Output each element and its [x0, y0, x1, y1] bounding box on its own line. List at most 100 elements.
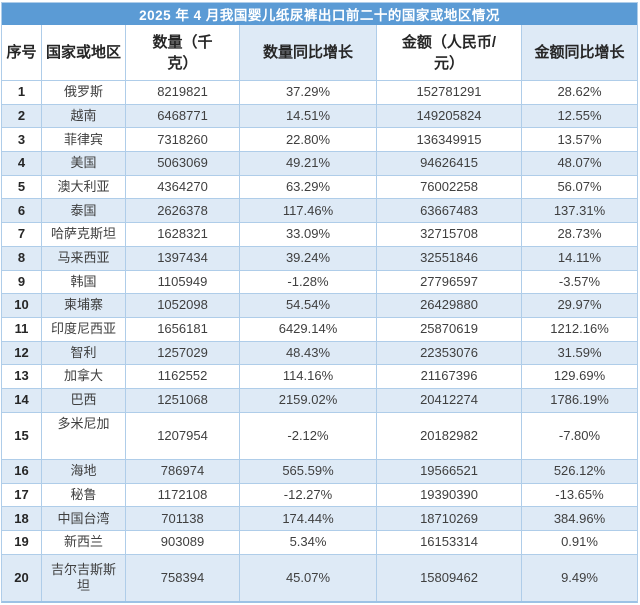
quantity-kg-cell: 1251068: [125, 388, 239, 412]
amount-cny-cell: 20182982: [376, 412, 521, 460]
country-cell: 哈萨克斯坦: [41, 223, 125, 246]
quantity-kg-cell: 2626378: [125, 199, 239, 223]
amount-cny-cell: 32551846: [376, 246, 521, 270]
rank-cell: 8: [17, 250, 26, 266]
quantity-kg-cell: 701138: [125, 507, 239, 531]
amount-cny-cell: 15809462: [376, 554, 521, 602]
amount-yoy-cell: 28.62%: [521, 81, 637, 104]
amount-cny-cell: 19390390: [376, 483, 521, 507]
country-cell: 中国台湾: [41, 507, 125, 531]
country-cell: 柬埔寨: [41, 294, 125, 317]
quantity-yoy-cell: 45.07%: [239, 554, 376, 602]
country-cell: 巴西: [41, 388, 125, 412]
quantity-kg-cell: 6468771: [125, 104, 239, 128]
country-cell: 印度尼西亚: [41, 317, 125, 341]
amount-cny-cell: 136349915: [376, 128, 521, 152]
amount-yoy-cell: -3.57%: [521, 270, 637, 294]
rank-cell: 14: [14, 392, 29, 408]
country-cell: 泰国: [41, 199, 125, 223]
table-row: 6 泰国 2626378 117.46% 63667483 137.31%: [2, 198, 637, 223]
amount-yoy-cell: 48.07%: [521, 152, 637, 175]
quantity-kg-cell: 5063069: [125, 152, 239, 175]
table-row: 13 加拿大 1162552 114.16% 21167396 129.69%: [2, 364, 637, 388]
quantity-kg-cell: 1172108: [125, 483, 239, 507]
table-row: 16 海地 786974 565.59% 19566521 526.12%: [2, 459, 637, 483]
country-cell: 越南: [41, 104, 125, 128]
table-row: 20 吉尔吉斯斯坦 758394 45.07% 15809462 9.49%: [2, 553, 637, 602]
table-row: 19 新西兰 903089 5.34% 16153314 0.91%: [2, 530, 637, 554]
amount-yoy-cell: 137.31%: [521, 199, 637, 223]
col-header-amount-growth-label: 金额同比增长: [534, 44, 625, 61]
amount-yoy-cell: 28.73%: [521, 223, 637, 246]
col-header-quantity-growth-label: 数量同比增长: [262, 44, 353, 61]
quantity-kg-cell: 786974: [125, 460, 239, 483]
amount-yoy-cell: 129.69%: [521, 365, 637, 388]
quantity-kg-cell: 1656181: [125, 317, 239, 341]
table-body: 1 俄罗斯 8219821 37.29% 152781291 28.62% 2 越南 64687…: [2, 80, 637, 602]
col-header-amount: 金额（人民币/元）: [376, 25, 521, 80]
country-cell: 俄罗斯: [41, 81, 125, 104]
rank-cell: 2: [17, 107, 26, 123]
quantity-yoy-cell: 49.21%: [239, 152, 376, 175]
table-row: 5 澳大利亚 4364270 63.29% 76002258 56.07%: [2, 174, 637, 199]
rank-cell: 15: [14, 427, 29, 443]
quantity-kg-cell: 7318260: [125, 128, 239, 152]
col-header-country-label: 国家或地区: [45, 44, 121, 61]
quantity-yoy-cell: 54.54%: [239, 294, 376, 317]
quantity-yoy-cell: 114.16%: [239, 365, 376, 388]
country-cell: 韩国: [41, 270, 125, 294]
quantity-kg-cell: 1052098: [125, 294, 239, 317]
quantity-yoy-cell: 2159.02%: [239, 388, 376, 412]
amount-yoy-cell: 31.59%: [521, 341, 637, 365]
country-cell: 吉尔吉斯斯坦: [41, 554, 125, 602]
quantity-yoy-cell: -1.28%: [239, 270, 376, 294]
quantity-yoy-cell: 48.43%: [239, 341, 376, 365]
amount-cny-cell: 22353076: [376, 341, 521, 365]
rank-cell: 1: [17, 84, 26, 100]
rank-cell: 10: [14, 297, 29, 313]
quantity-yoy-cell: 33.09%: [239, 223, 376, 246]
quantity-yoy-cell: -2.12%: [239, 412, 376, 460]
table-row: 2 越南 6468771 14.51% 149205824 12.55%: [2, 103, 637, 128]
table-row: 4 美国 5063069 49.21% 94626415 48.07%: [2, 151, 637, 175]
quantity-kg-cell: 1628321: [125, 223, 239, 246]
quantity-yoy-cell: 117.46%: [239, 199, 376, 223]
quantity-yoy-cell: 565.59%: [239, 460, 376, 483]
table-row: 3 菲律宾 7318260 22.80% 136349915 13.57%: [2, 127, 637, 152]
col-header-rank-label: 序号: [6, 44, 37, 61]
table-row: 11 印度尼西亚 1656181 6429.14% 25870619 1212.16%: [2, 316, 637, 341]
rank-cell: 13: [14, 368, 29, 384]
amount-cny-cell: 152781291: [376, 81, 521, 104]
amount-cny-cell: 76002258: [376, 175, 521, 199]
amount-cny-cell: 19566521: [376, 460, 521, 483]
table-row: 8 马来西亚 1397434 39.24% 32551846 14.11%: [2, 245, 637, 270]
amount-cny-cell: 20412274: [376, 388, 521, 412]
quantity-yoy-cell: 6429.14%: [239, 317, 376, 341]
country-cell: 新西兰: [41, 531, 125, 554]
rank-cell: 4: [17, 155, 26, 171]
amount-yoy-cell: 29.97%: [521, 294, 637, 317]
amount-cny-cell: 149205824: [376, 104, 521, 128]
rank-cell: 18: [14, 510, 29, 526]
amount-yoy-cell: 1786.19%: [521, 388, 637, 412]
table-row: 7 哈萨克斯坦 1628321 33.09% 32715708 28.73%: [2, 222, 637, 246]
rank-cell: 12: [14, 344, 29, 360]
quantity-kg-cell: 4364270: [125, 175, 239, 199]
rank-cell: 3: [17, 131, 26, 147]
quantity-kg-cell: 8219821: [125, 81, 239, 104]
amount-cny-cell: 25870619: [376, 317, 521, 341]
country-cell: 加拿大: [41, 365, 125, 388]
country-cell: 马来西亚: [41, 246, 125, 270]
amount-yoy-cell: 9.49%: [521, 554, 637, 602]
country-cell: 多米尼加: [41, 412, 125, 460]
col-header-quantity: 数量（千克）: [125, 25, 239, 80]
quantity-kg-cell: 1105949: [125, 270, 239, 294]
rank-cell: 6: [17, 202, 26, 218]
amount-cny-cell: 21167396: [376, 365, 521, 388]
amount-yoy-cell: -13.65%: [521, 483, 637, 507]
table-row: 9 韩国 1105949 -1.28% 27796597 -3.57%: [2, 269, 637, 294]
amount-cny-cell: 32715708: [376, 223, 521, 246]
amount-yoy-cell: -7.80%: [521, 412, 637, 460]
amount-cny-cell: 27796597: [376, 270, 521, 294]
country-cell: 澳大利亚: [41, 175, 125, 199]
